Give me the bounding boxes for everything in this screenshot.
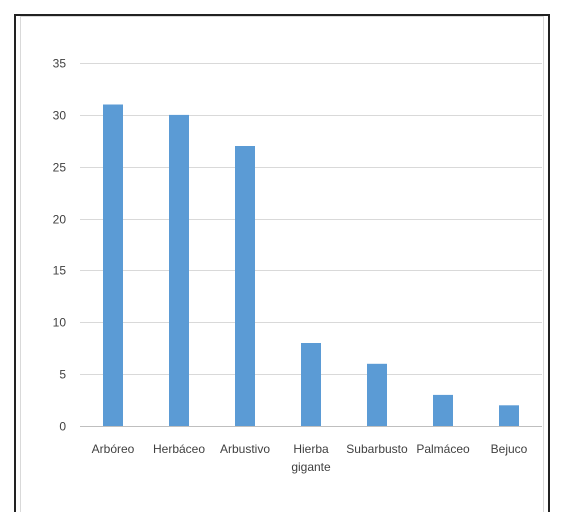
x-tick-label: Arbustivo (220, 442, 270, 456)
x-tick-label: Herbáceo (153, 442, 205, 456)
y-tick-label: 5 (59, 368, 66, 382)
gridlines (80, 63, 542, 427)
bar-herbáceo (169, 114, 189, 427)
y-tick-label: 25 (53, 161, 67, 175)
x-tick-label: Subarbusto (346, 442, 408, 456)
x-tick-label: gigante (291, 460, 331, 474)
x-tick-label: Palmáceo (416, 442, 470, 456)
x-axis-ticks: Arbóreo Herbáceo Arbustivo Hierba gigante Sub… (92, 442, 528, 474)
bars (103, 104, 519, 427)
bar-palmáceo (433, 394, 453, 426)
bar-arbóreo (103, 104, 123, 426)
bar-subarbusto (367, 363, 387, 426)
x-tick-label: Hierba (293, 442, 329, 456)
bar-hierba-gigante (301, 343, 321, 426)
x-tick-label: Arbóreo (92, 442, 135, 456)
y-tick-label: 10 (53, 316, 67, 330)
y-tick-label: 20 (53, 213, 67, 227)
bar-bejuco (499, 405, 519, 426)
chart-area-border (20, 16, 544, 512)
y-tick-label: 30 (53, 109, 67, 123)
y-tick-label: 0 (59, 420, 66, 434)
bar-arbustivo (235, 146, 255, 426)
y-tick-label: 15 (53, 264, 67, 278)
y-axis-ticks: 0 5 10 15 20 25 30 35 (53, 57, 67, 434)
y-tick-label: 35 (53, 57, 67, 71)
x-tick-label: Bejuco (491, 442, 528, 456)
